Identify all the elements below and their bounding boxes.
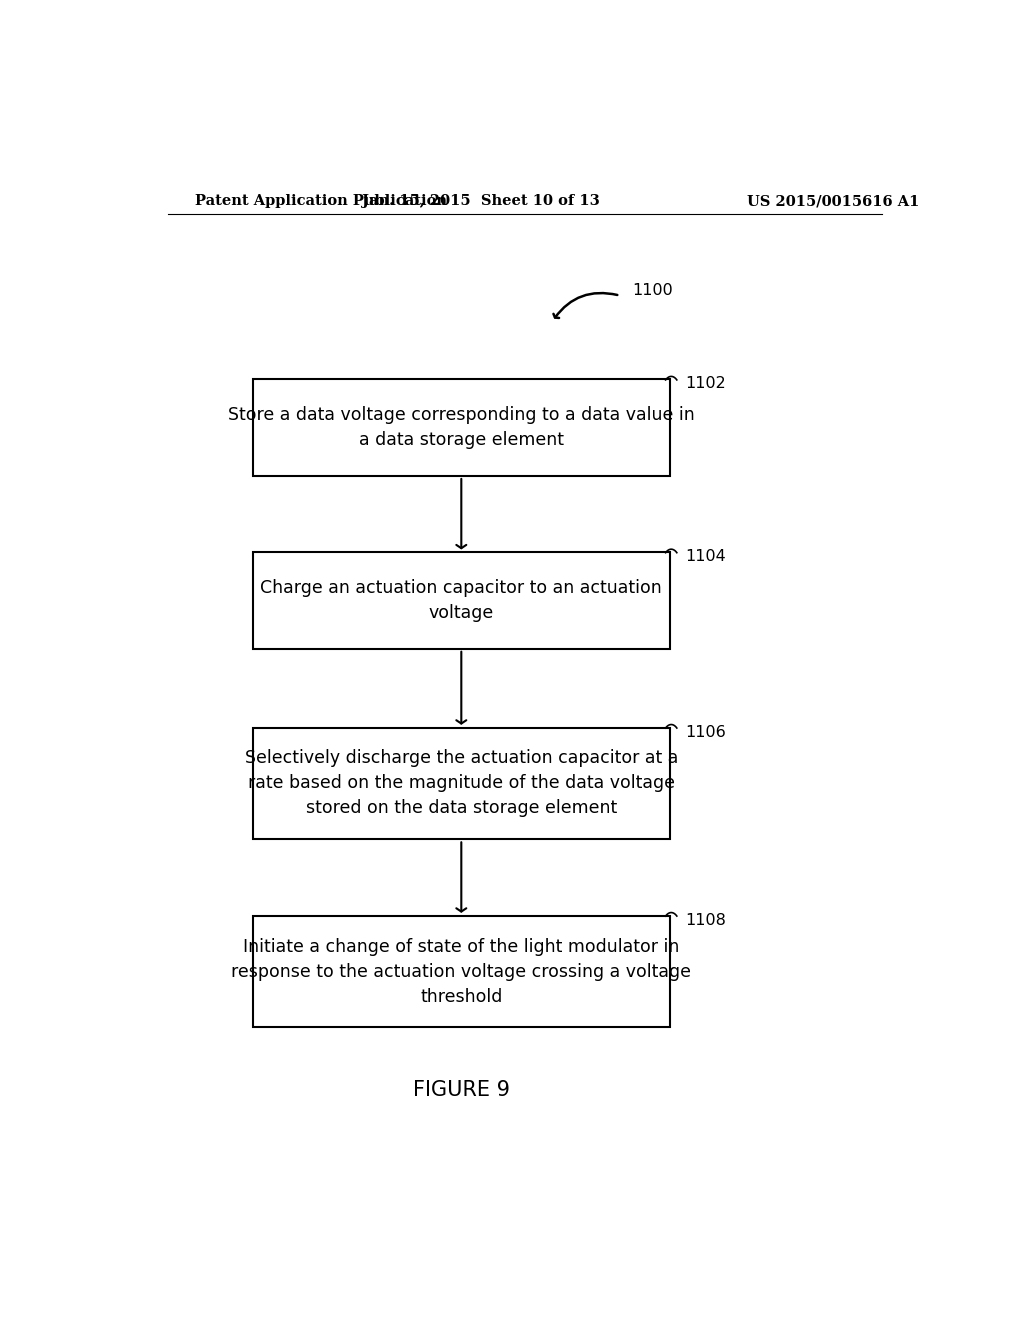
Text: Patent Application Publication: Patent Application Publication — [196, 194, 447, 209]
Text: 1102: 1102 — [685, 376, 726, 392]
Text: Selectively discharge the actuation capacitor at a
rate based on the magnitude o: Selectively discharge the actuation capa… — [245, 750, 678, 817]
Text: 1106: 1106 — [685, 725, 726, 739]
FancyBboxPatch shape — [253, 379, 670, 477]
Text: Jan. 15, 2015  Sheet 10 of 13: Jan. 15, 2015 Sheet 10 of 13 — [362, 194, 600, 209]
Text: Store a data voltage corresponding to a data value in
a data storage element: Store a data voltage corresponding to a … — [228, 407, 694, 449]
Text: 1100: 1100 — [632, 282, 673, 298]
Text: Initiate a change of state of the light modulator in
response to the actuation v: Initiate a change of state of the light … — [231, 937, 691, 1006]
FancyBboxPatch shape — [253, 727, 670, 840]
Text: 1108: 1108 — [685, 912, 726, 928]
Text: FIGURE 9: FIGURE 9 — [413, 1081, 510, 1101]
Text: Charge an actuation capacitor to an actuation
voltage: Charge an actuation capacitor to an actu… — [260, 579, 663, 622]
Text: US 2015/0015616 A1: US 2015/0015616 A1 — [748, 194, 920, 209]
FancyBboxPatch shape — [253, 552, 670, 649]
FancyBboxPatch shape — [253, 916, 670, 1027]
Text: 1104: 1104 — [685, 549, 726, 564]
